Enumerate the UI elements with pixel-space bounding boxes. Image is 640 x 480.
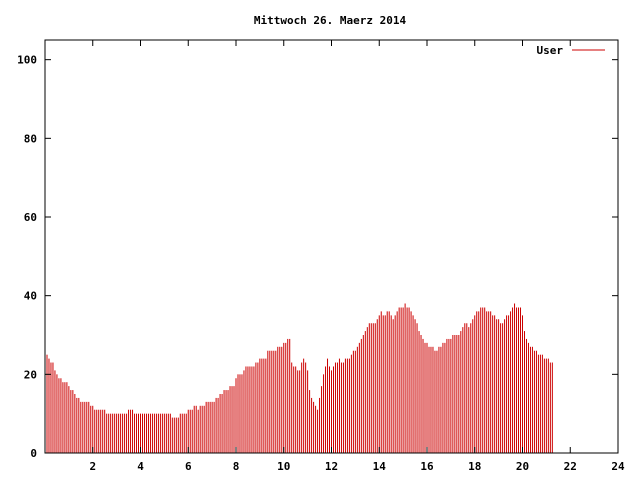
x-tick-label: 14	[373, 460, 387, 473]
y-tick-label: 60	[24, 211, 37, 224]
x-tick-label: 4	[137, 460, 144, 473]
y-tick-label: 80	[24, 132, 37, 145]
legend-label: User	[537, 44, 564, 57]
y-tick-label: 20	[24, 368, 37, 381]
y-tick-label: 0	[30, 447, 37, 460]
x-tick-label: 24	[611, 460, 625, 473]
y-tick-label: 100	[17, 54, 37, 67]
x-tick-label: 12	[325, 460, 338, 473]
x-tick-label: 18	[468, 460, 481, 473]
legend: User	[537, 44, 605, 57]
x-tick-label: 8	[233, 460, 240, 473]
chart-title: Mittwoch 26. Maerz 2014	[254, 14, 407, 27]
x-tick-label: 22	[564, 460, 577, 473]
bars-group	[44, 303, 553, 453]
y-tick-label: 40	[24, 290, 37, 303]
x-tick-label: 2	[89, 460, 96, 473]
x-tick-label: 6	[185, 460, 192, 473]
y-axis: 0 20 40 60 80 100	[17, 54, 618, 460]
x-tick-label: 10	[277, 460, 290, 473]
x-axis: 2 4 6 8 10 12 14 16 18 20 22 24	[89, 40, 625, 473]
x-tick-label: 20	[516, 460, 529, 473]
x-tick-label: 16	[420, 460, 434, 473]
